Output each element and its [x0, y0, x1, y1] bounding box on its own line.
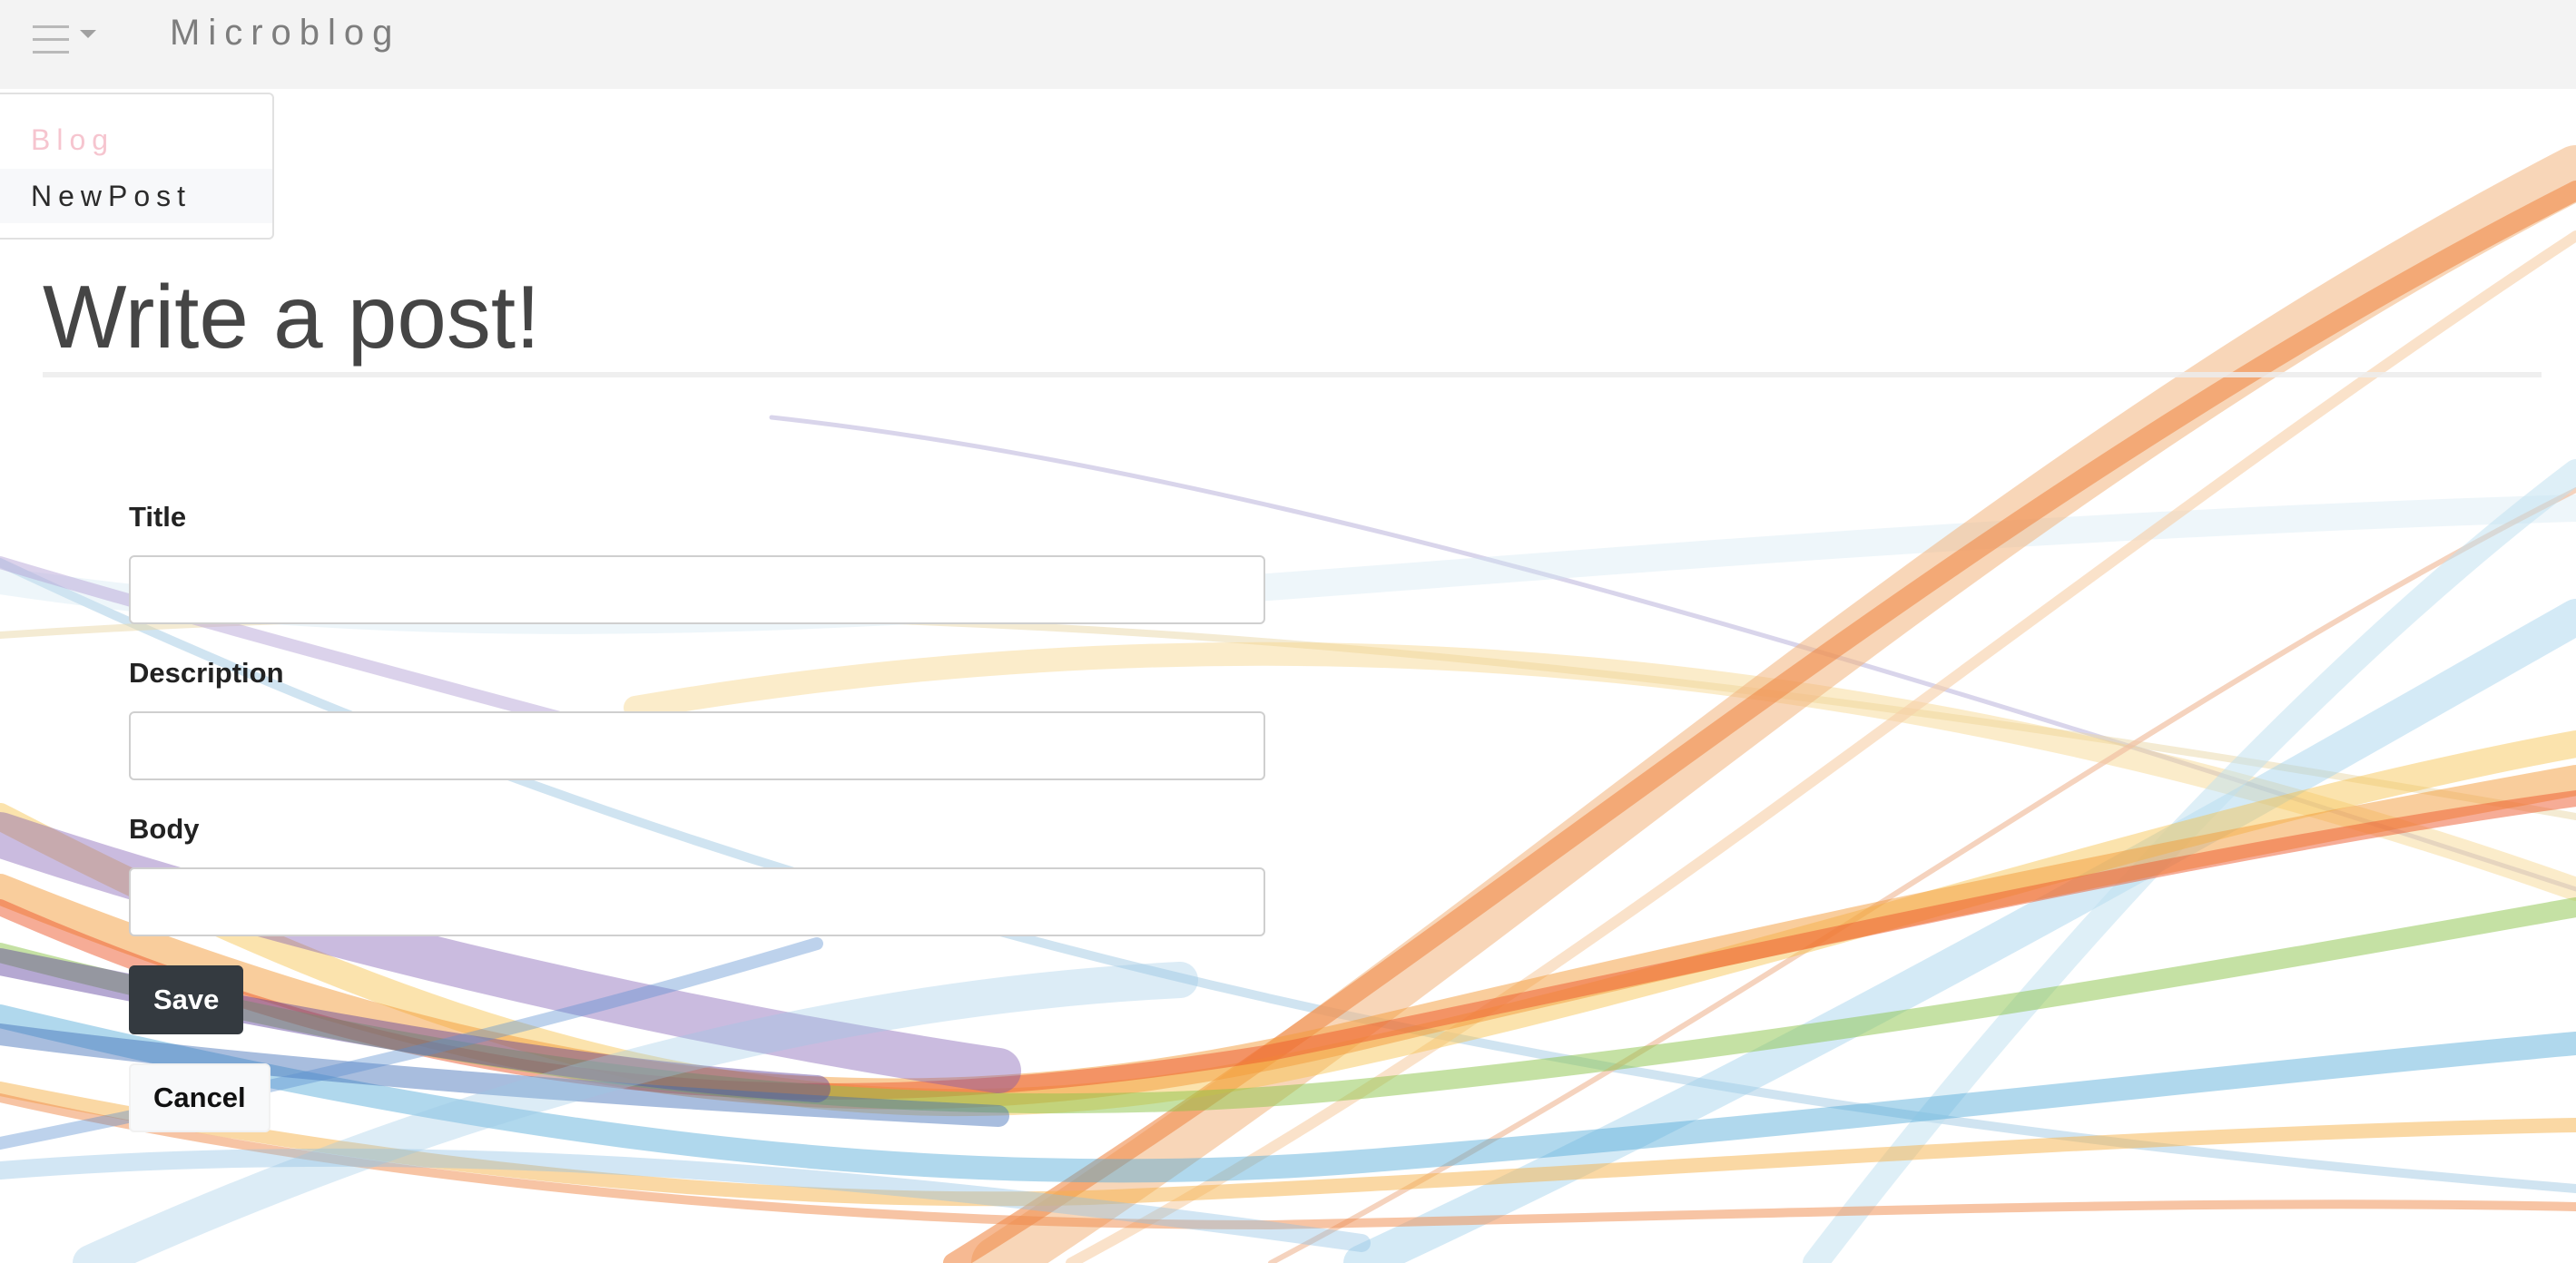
- title-label: Title: [129, 501, 187, 533]
- page-title: Write a post!: [43, 267, 541, 367]
- description-label: Description: [129, 657, 284, 689]
- top-navbar: Microblog: [0, 0, 2576, 89]
- body-input[interactable]: [129, 867, 1265, 936]
- save-button[interactable]: Save: [129, 965, 244, 1034]
- description-input[interactable]: [129, 711, 1265, 780]
- body-label: Body: [129, 813, 200, 845]
- title-divider: [43, 372, 2542, 377]
- brand-title[interactable]: Microblog: [170, 13, 401, 53]
- nav-dropdown-menu: Blog NewPost: [0, 93, 274, 240]
- nav-item-newpost[interactable]: NewPost: [0, 169, 272, 223]
- nav-item-blog[interactable]: Blog: [31, 123, 115, 156]
- hamburger-menu-icon: [33, 25, 96, 54]
- menu-toggle-button[interactable]: [33, 22, 102, 58]
- title-input[interactable]: [129, 555, 1265, 624]
- cancel-button[interactable]: Cancel: [129, 1063, 270, 1132]
